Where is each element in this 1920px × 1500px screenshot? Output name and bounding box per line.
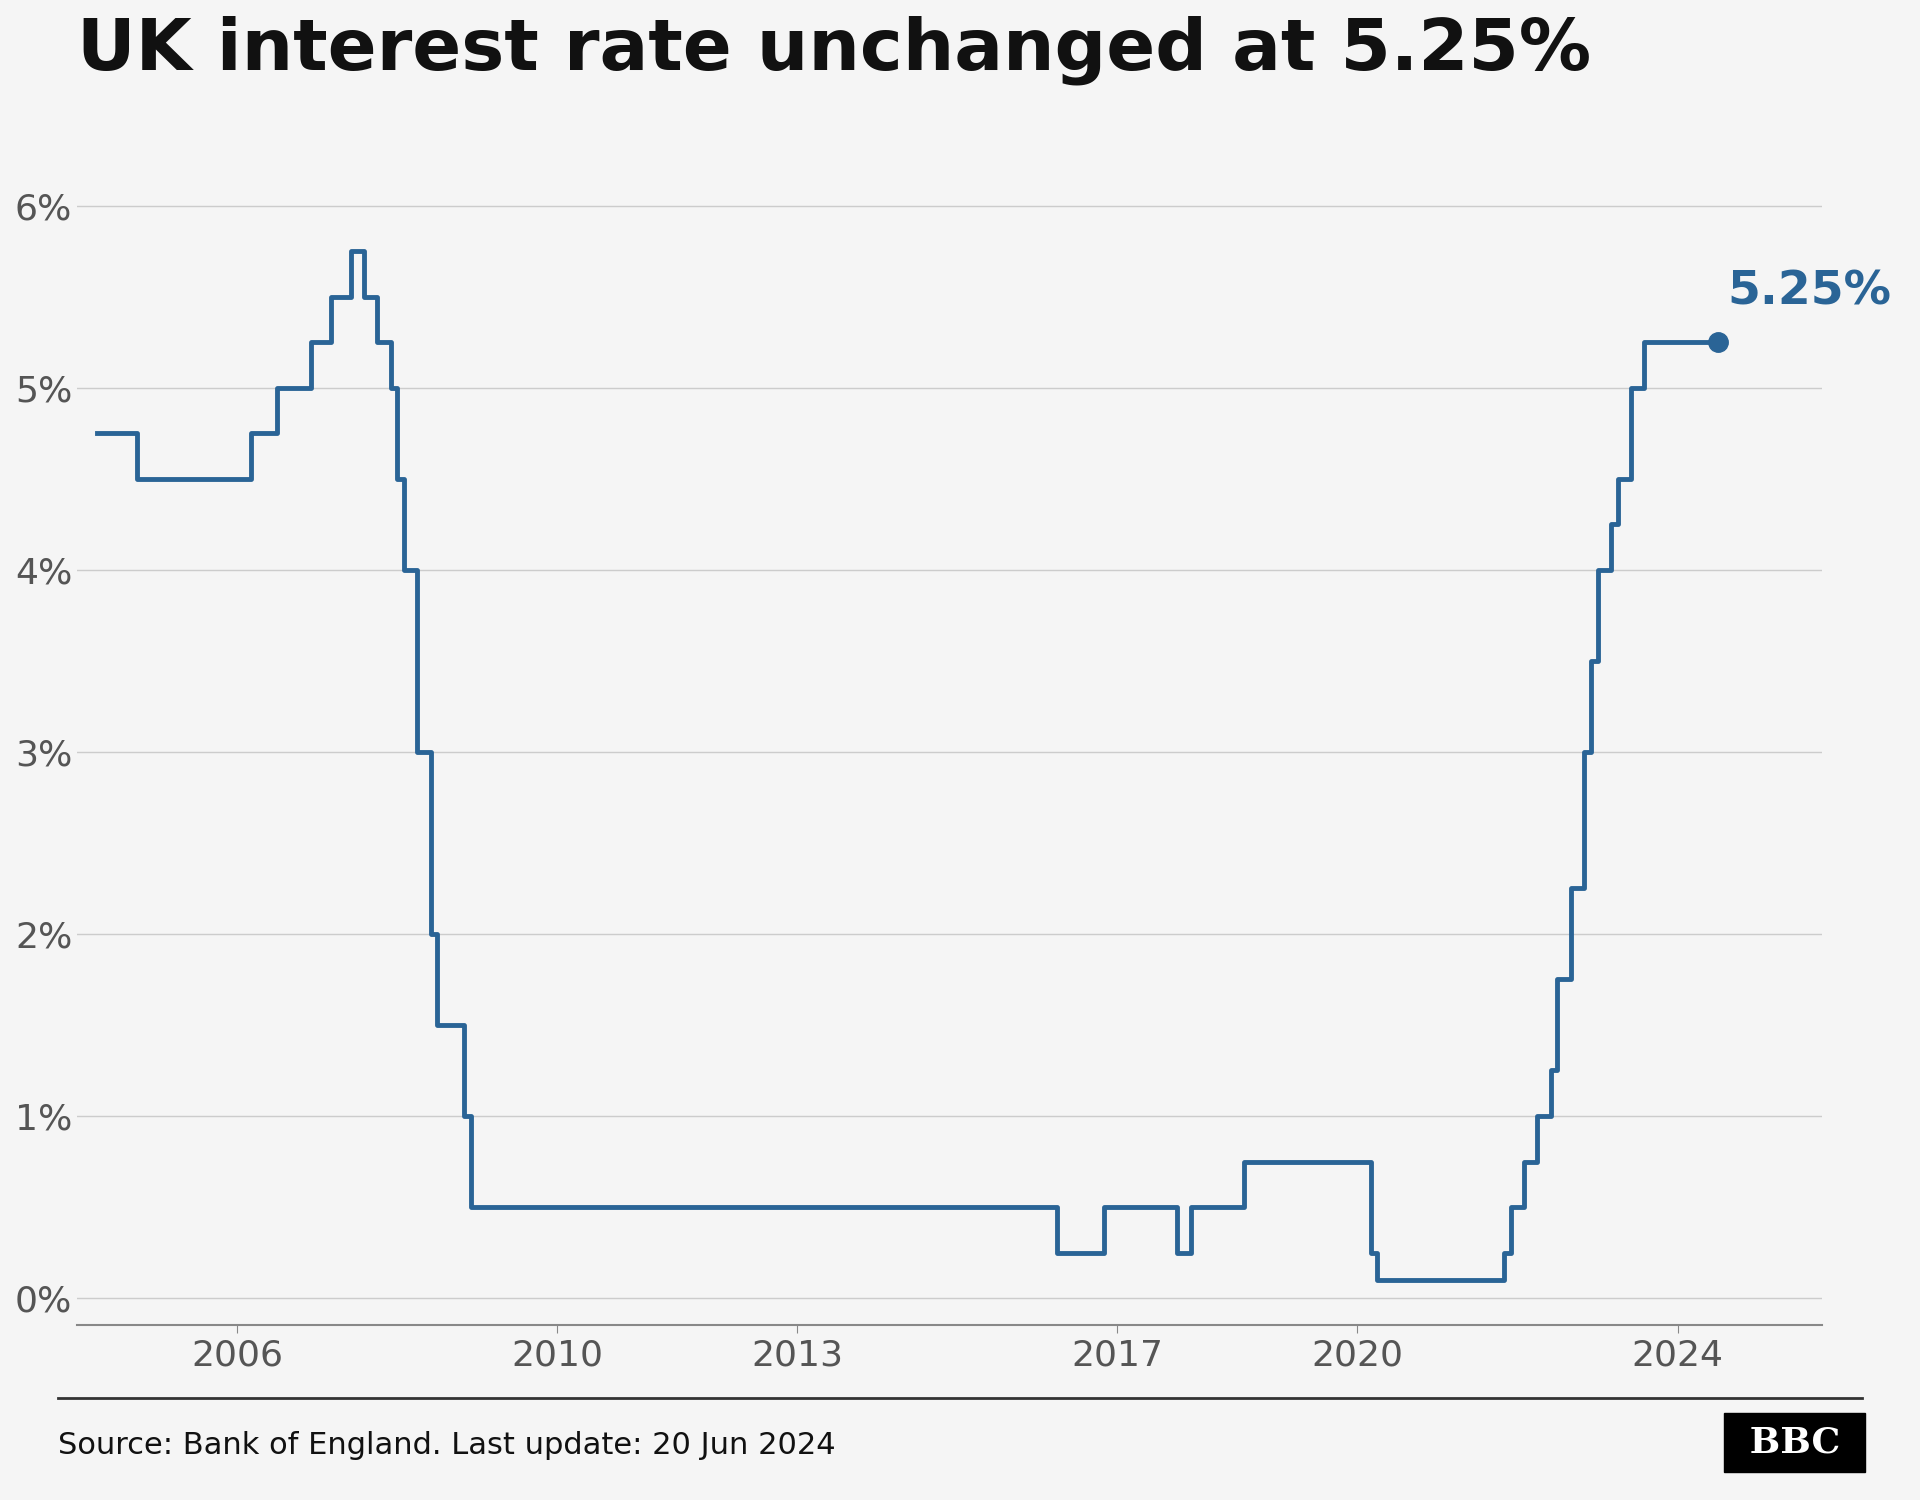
- Text: BBC: BBC: [1738, 1425, 1853, 1460]
- Text: UK interest rate unchanged at 5.25%: UK interest rate unchanged at 5.25%: [77, 15, 1592, 84]
- Text: 5.25%: 5.25%: [1728, 268, 1891, 314]
- Text: Source: Bank of England. Last update: 20 Jun 2024: Source: Bank of England. Last update: 20…: [58, 1431, 835, 1460]
